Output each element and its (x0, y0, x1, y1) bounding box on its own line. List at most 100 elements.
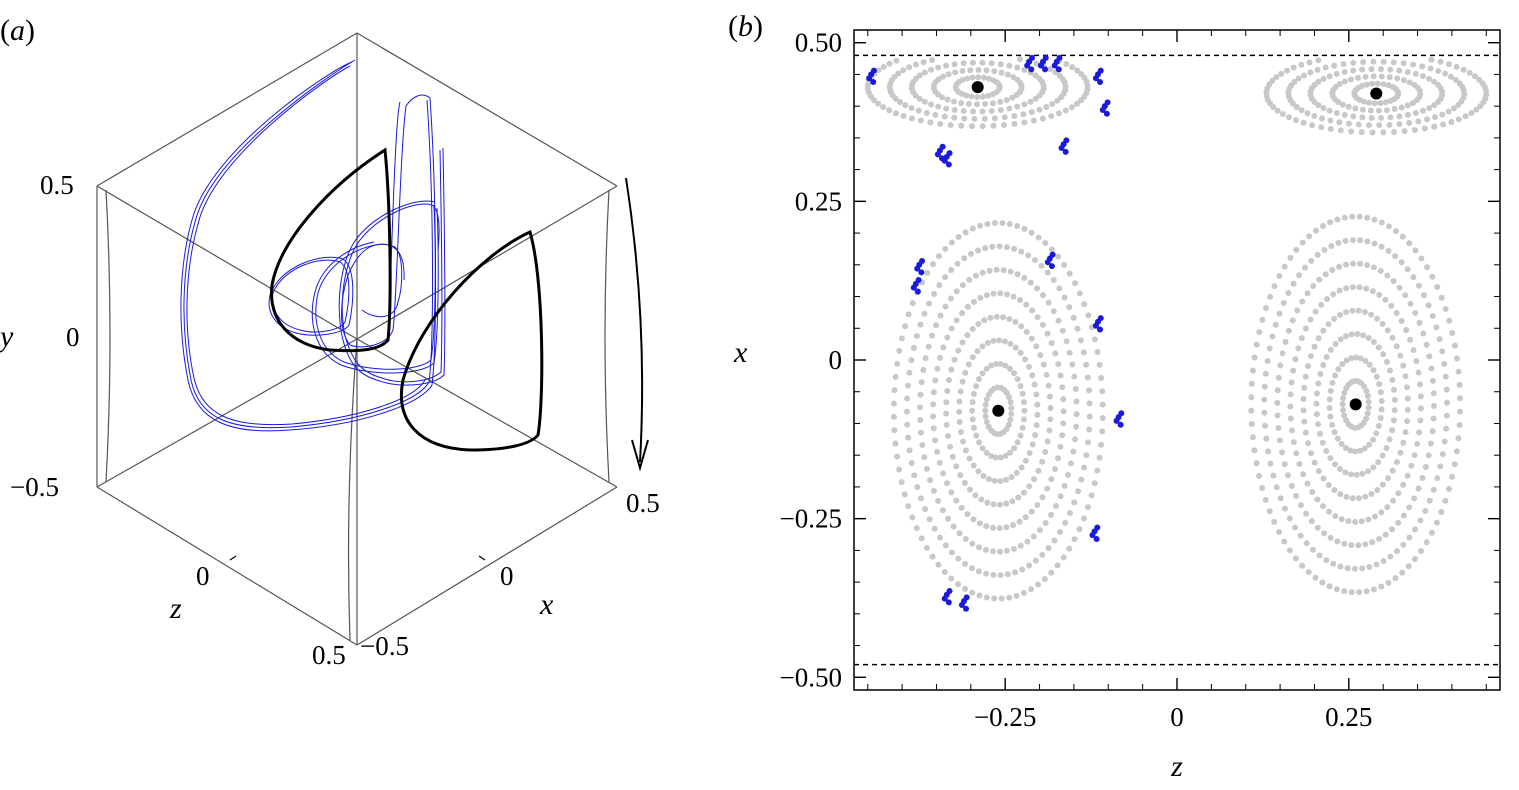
poincare-point (1378, 509, 1385, 516)
poincare-point (1282, 338, 1289, 345)
poincare-point (1062, 519, 1069, 526)
poincare-point (990, 122, 997, 129)
poincare-point (1078, 476, 1085, 483)
poincare-point (1341, 69, 1348, 76)
poincare-point (1006, 594, 1013, 601)
poincare-point (1309, 546, 1316, 553)
x-tick-label: 0 (1170, 702, 1184, 732)
poincare-point (1359, 106, 1366, 113)
poincare-point (1040, 361, 1047, 368)
poincare-point (1059, 384, 1066, 391)
poincare-point (1338, 516, 1345, 523)
poincare-point (1276, 273, 1283, 280)
poincare-point (1424, 116, 1431, 123)
poincare-point (931, 525, 938, 532)
y-tick-label: 0.25 (795, 186, 842, 216)
poincare-point (905, 503, 912, 510)
poincare-point (959, 282, 966, 289)
poincare-point (955, 347, 962, 354)
poincare-point (1400, 77, 1407, 84)
poincare-point (1060, 396, 1067, 403)
poincare-point (1256, 329, 1263, 336)
poincare-point (1363, 285, 1370, 292)
poincare-point (985, 476, 992, 483)
poincare-point (1086, 400, 1093, 407)
poincare-point (1292, 117, 1299, 124)
poincare-point (1339, 401, 1346, 408)
poincare-point (1365, 468, 1372, 475)
poincare-point (1339, 101, 1346, 108)
poincare-point (1365, 334, 1372, 341)
blue-crossing-point (1056, 54, 1063, 61)
poincare-point (1267, 100, 1274, 107)
poincare-point (892, 440, 899, 447)
poincare-point (1048, 569, 1055, 576)
poincare-point (1437, 58, 1444, 65)
trajectory-loop (338, 147, 446, 386)
poincare-point (969, 325, 976, 332)
poincare-point (958, 504, 965, 511)
poincare-point (991, 595, 998, 602)
poincare-point (932, 111, 939, 118)
poincare-point (1050, 277, 1057, 284)
poincare-point (1355, 542, 1362, 549)
poincare-point (1262, 370, 1269, 377)
poincare-point (979, 93, 986, 100)
box-edge (356, 32, 618, 187)
poincare-point (1017, 349, 1024, 356)
box-edge-curved (347, 338, 358, 641)
poincare-point (1076, 290, 1083, 297)
poincare-point (1051, 537, 1058, 544)
poincare-point (1390, 417, 1397, 424)
poincare-point (948, 549, 955, 556)
poincare-point (1320, 475, 1327, 482)
poincare-point (1321, 246, 1328, 253)
poincare-point (1302, 373, 1309, 380)
poincare-point (916, 404, 923, 411)
poincare-point (923, 109, 930, 116)
poincare-point (1335, 366, 1342, 373)
poincare-point (1445, 61, 1452, 68)
poincare-point (1276, 310, 1283, 317)
x-tick: −0.5 (360, 631, 409, 661)
blue-trajectory (180, 59, 446, 432)
poincare-point (942, 274, 949, 281)
poincare-point (997, 572, 1004, 579)
poincare-point (1042, 240, 1049, 247)
poincare-point (1055, 317, 1062, 324)
poincare-point (1413, 358, 1420, 365)
poincare-point (937, 354, 944, 361)
poincare-point (1329, 266, 1336, 273)
poincare-point (1279, 449, 1286, 456)
poincare-point (1348, 128, 1355, 135)
poincare-point (1370, 73, 1377, 80)
poincare-point (1001, 114, 1008, 121)
poincare-point (997, 290, 1004, 297)
blue-crossing-point (1051, 62, 1058, 69)
poincare-point (1055, 110, 1062, 117)
poincare-point (1371, 100, 1378, 107)
poincare-point (982, 401, 989, 408)
poincare-point (956, 419, 963, 426)
poincare-point (1040, 292, 1047, 299)
poincare-point (1011, 370, 1018, 377)
poincare-point (1345, 518, 1352, 525)
poincare-point (1373, 430, 1380, 437)
poincare-point (1410, 274, 1417, 281)
poincare-point (1326, 73, 1333, 80)
poincare-point (990, 571, 997, 578)
poincare-plot: 0.50 0.25 0 −0.25 −0.50 −0.25 0 0.25 z x (733, 28, 1501, 783)
poincare-point (1029, 372, 1036, 379)
poincare-point (943, 62, 950, 69)
poincare-point (1331, 62, 1338, 69)
poincare-point (1287, 415, 1294, 422)
poincare-point (1011, 120, 1018, 127)
poincare-point (927, 477, 934, 484)
poincare-point (1363, 415, 1370, 422)
poincare-point (1296, 272, 1303, 279)
poincare-point (968, 250, 975, 257)
poincare-point (1034, 314, 1041, 321)
blue-crossing-point (870, 67, 877, 74)
poincare-point (1085, 312, 1092, 319)
poincare-point (1382, 531, 1389, 538)
